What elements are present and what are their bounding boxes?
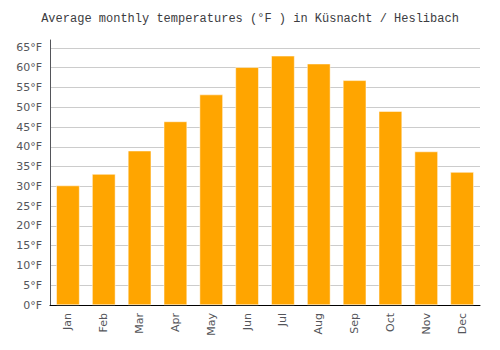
svg-text:Feb: Feb [97, 313, 110, 332]
svg-text:Apr: Apr [169, 313, 182, 333]
svg-text:0°F: 0°F [23, 299, 42, 312]
svg-text:25°F: 25°F [16, 200, 42, 213]
svg-text:10°F: 10°F [16, 259, 42, 272]
svg-text:50°F: 50°F [16, 101, 42, 114]
svg-text:Aug: Aug [312, 313, 325, 334]
svg-text:Nov: Nov [420, 313, 433, 335]
svg-text:65°F: 65°F [16, 41, 42, 54]
svg-text:15°F: 15°F [16, 239, 42, 252]
svg-text:Jan: Jan [61, 313, 74, 331]
svg-text:Mar: Mar [133, 313, 146, 334]
svg-text:20°F: 20°F [16, 219, 42, 232]
svg-text:Jun: Jun [241, 313, 254, 331]
svg-text:5°F: 5°F [23, 279, 42, 292]
svg-text:Sep: Sep [348, 313, 361, 334]
svg-text:Dec: Dec [456, 313, 469, 334]
svg-text:40°F: 40°F [16, 140, 42, 153]
svg-text:45°F: 45°F [16, 121, 42, 134]
svg-text:55°F: 55°F [16, 81, 42, 94]
svg-text:May: May [205, 313, 218, 336]
svg-text:Jul: Jul [276, 313, 289, 327]
svg-text:30°F: 30°F [16, 180, 42, 193]
svg-text:Average monthly temperatures (: Average monthly temperatures (°F ) in Kü… [41, 12, 459, 26]
svg-text:35°F: 35°F [16, 160, 42, 173]
svg-text:Oct: Oct [384, 312, 397, 332]
svg-text:60°F: 60°F [16, 61, 42, 74]
